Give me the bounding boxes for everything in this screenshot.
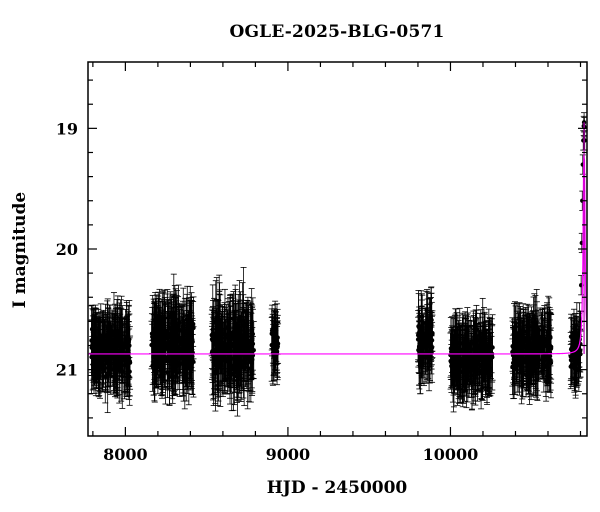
model-curve [88, 155, 588, 355]
data-point [126, 328, 133, 388]
data-point [186, 310, 193, 388]
data-point [212, 351, 219, 396]
model-curve-layer [88, 122, 588, 355]
x-tick-label: 8000 [103, 445, 148, 464]
data-point [428, 326, 435, 375]
data-point [419, 305, 426, 384]
data-point [489, 314, 496, 381]
data-point [208, 313, 215, 357]
data-point [211, 317, 218, 382]
data-point [463, 328, 470, 409]
data-point [540, 330, 547, 393]
data-point [545, 295, 552, 369]
data-point [249, 297, 256, 371]
data-point [215, 325, 222, 397]
chart-title: OGLE-2025-BLG-0571 [229, 22, 445, 42]
data-point [241, 342, 248, 382]
data-point [456, 341, 463, 404]
x-tick-label: 9000 [266, 445, 311, 464]
data-point [116, 302, 123, 381]
data-point [165, 299, 172, 391]
data-point [485, 324, 492, 380]
data-point [103, 324, 110, 373]
y-tick-label: 21 [56, 361, 78, 380]
data-point [529, 328, 536, 365]
data-point [455, 347, 462, 389]
data-point [531, 313, 538, 360]
data-point [92, 307, 99, 382]
data-point [511, 318, 518, 399]
data-point [244, 322, 251, 377]
data-point [152, 303, 159, 385]
data-point [520, 309, 527, 386]
data-point [234, 303, 241, 348]
data-point [248, 303, 255, 380]
data-point [479, 324, 486, 376]
data-point [472, 312, 479, 390]
data-point [99, 337, 106, 377]
event-data-point [578, 275, 585, 296]
data-point [226, 296, 233, 381]
data-point [160, 291, 167, 352]
data-point [156, 288, 163, 379]
data-point [423, 331, 430, 384]
y-tick-label: 19 [56, 119, 78, 138]
data-point [270, 331, 277, 382]
data-point [452, 313, 459, 388]
data-point [157, 308, 164, 369]
data-points-layer [88, 112, 588, 417]
data-point [525, 330, 532, 395]
axis-ticks-layer: 8000 9000 10000 19 20 21 [56, 62, 587, 464]
data-point [237, 320, 244, 367]
data-point [190, 296, 197, 360]
data-point [236, 330, 243, 371]
x-axis-label: HJD - 2450000 [266, 478, 408, 498]
x-tick-label: 10000 [423, 445, 479, 464]
data-point [113, 338, 120, 397]
data-point [176, 304, 183, 374]
y-tick-label: 20 [56, 240, 78, 259]
data-point [240, 311, 247, 367]
data-point [230, 291, 237, 347]
y-axis-label: I magnitude [10, 191, 30, 309]
data-point [571, 333, 578, 378]
data-point [170, 335, 177, 385]
data-point [118, 323, 125, 402]
data-point [182, 321, 189, 370]
data-point [516, 302, 523, 363]
data-point [538, 315, 545, 359]
data-point [177, 325, 184, 373]
data-point [477, 349, 484, 393]
data-point [448, 344, 455, 388]
data-point [468, 320, 475, 398]
